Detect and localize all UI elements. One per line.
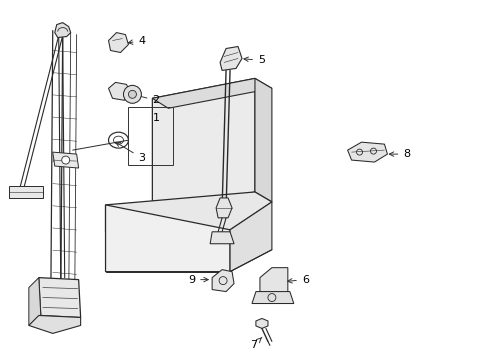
Circle shape	[128, 90, 136, 98]
Polygon shape	[260, 268, 287, 300]
Polygon shape	[105, 205, 229, 272]
Polygon shape	[220, 46, 242, 71]
Text: 2: 2	[136, 94, 159, 105]
Text: 4: 4	[128, 36, 145, 46]
Polygon shape	[152, 78, 254, 212]
Polygon shape	[347, 142, 386, 162]
Polygon shape	[108, 82, 130, 100]
Text: 6: 6	[287, 275, 308, 285]
Polygon shape	[39, 278, 81, 318]
Polygon shape	[255, 319, 267, 328]
Text: 9: 9	[188, 275, 208, 285]
Text: 3: 3	[116, 142, 145, 163]
Polygon shape	[53, 152, 79, 168]
Polygon shape	[210, 232, 234, 244]
Text: 7: 7	[249, 337, 262, 350]
Polygon shape	[152, 78, 271, 108]
Text: 8: 8	[388, 149, 409, 159]
Polygon shape	[29, 278, 41, 325]
Polygon shape	[251, 292, 293, 303]
Polygon shape	[108, 32, 128, 53]
Polygon shape	[9, 186, 42, 198]
Circle shape	[61, 156, 69, 164]
Polygon shape	[216, 198, 232, 218]
Bar	[128, 107, 173, 165]
Polygon shape	[254, 78, 271, 202]
Polygon shape	[212, 270, 234, 292]
Text: 1: 1	[152, 113, 159, 123]
Polygon shape	[55, 23, 71, 37]
Polygon shape	[105, 192, 271, 232]
Polygon shape	[29, 315, 81, 333]
Polygon shape	[229, 202, 271, 272]
Circle shape	[123, 85, 141, 103]
Text: 5: 5	[244, 55, 264, 66]
